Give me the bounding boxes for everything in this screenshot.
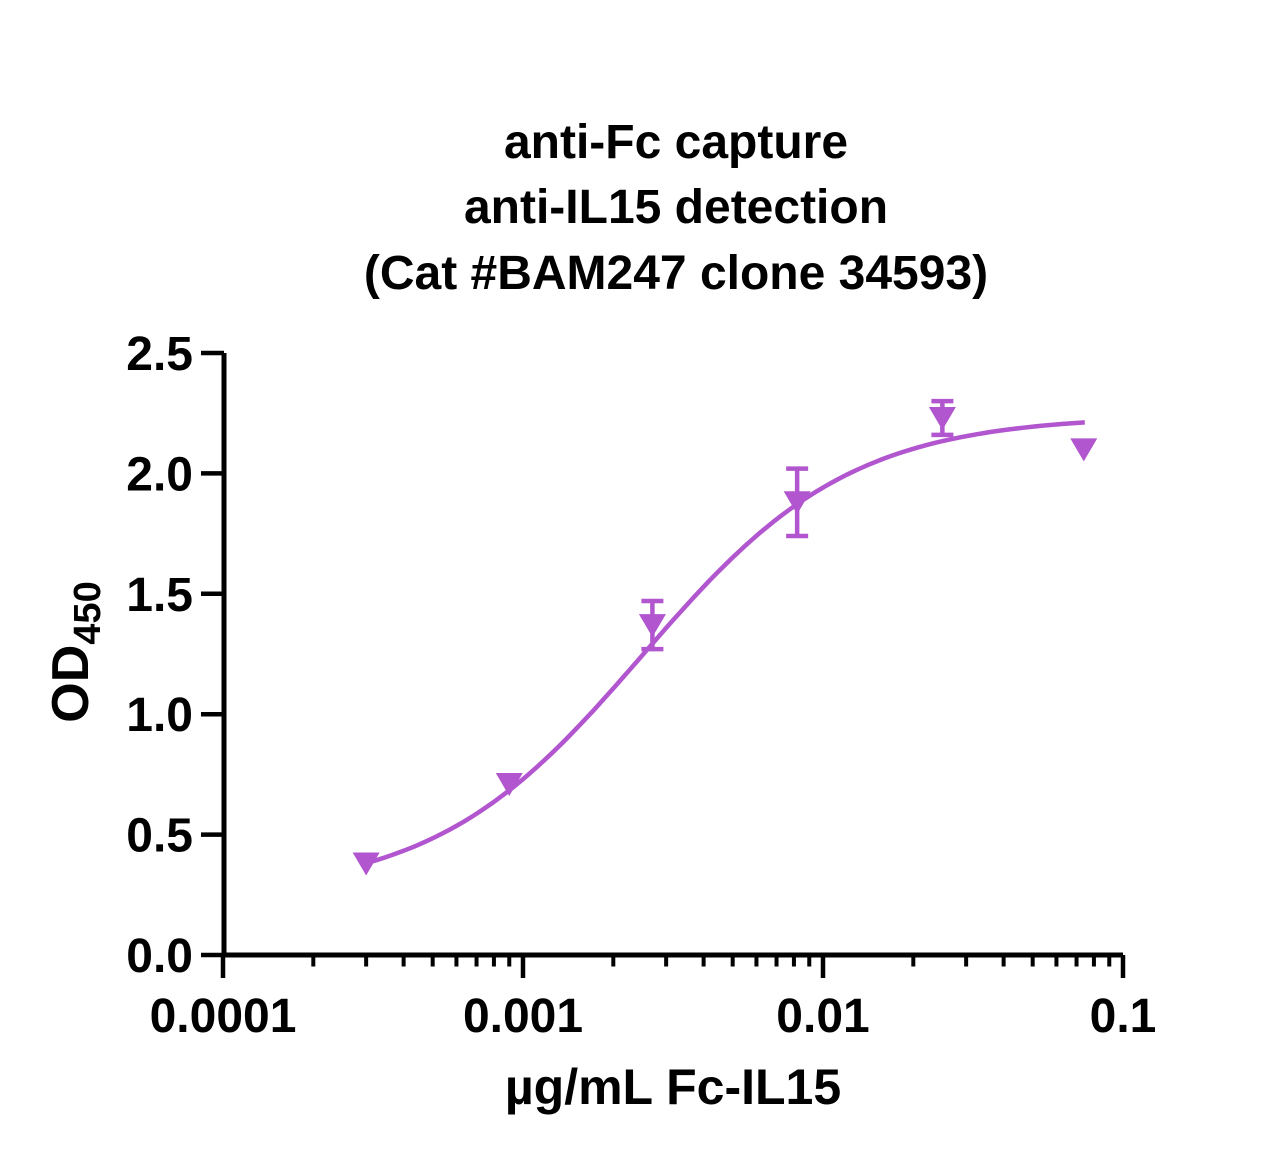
x-tick-label: 0.001: [463, 990, 583, 1043]
x-tick-label: 0.1: [1090, 990, 1157, 1043]
chart-title-line-2: anti-IL15 detection: [464, 181, 888, 234]
chart-title-line-3: (Cat #BAM247 clone 34593): [364, 247, 988, 300]
y-tick-label: 2.5: [126, 328, 193, 381]
x-axis-title: µg/mL Fc-IL15: [505, 1059, 841, 1115]
data-series: [352, 398, 1098, 876]
data-point-marker: [352, 852, 380, 876]
chart-title-line-1: anti-Fc capture: [504, 116, 848, 169]
y-tick-label: 1.5: [126, 569, 193, 622]
y-tick-label: 0.0: [126, 930, 193, 983]
data-point-marker: [1070, 438, 1098, 462]
data-point-marker: [928, 407, 956, 431]
data-point-marker: [638, 614, 666, 638]
y-tick-label: 2.0: [126, 448, 193, 501]
axes: 0.0 0.5 1.0 1.5 2.0 2.5 0.0001 0.001 0.01 0.1: [126, 328, 1156, 1043]
fit-curve: [362, 420, 1085, 867]
chart-title: anti-Fc capture anti-IL15 detection (Cat…: [364, 116, 988, 300]
x-tick-label: 0.01: [776, 990, 869, 1043]
y-axis-title-subscript: 450: [67, 581, 109, 644]
y-tick-label: 0.5: [126, 810, 193, 863]
data-point-marker: [783, 491, 811, 515]
x-tick-label: 0.0001: [150, 990, 297, 1043]
y-tick-label: 1.0: [126, 689, 193, 742]
y-axis-title-main: OD: [42, 645, 100, 723]
y-axis-title: OD450: [42, 581, 109, 722]
data-point-marker: [495, 773, 523, 797]
